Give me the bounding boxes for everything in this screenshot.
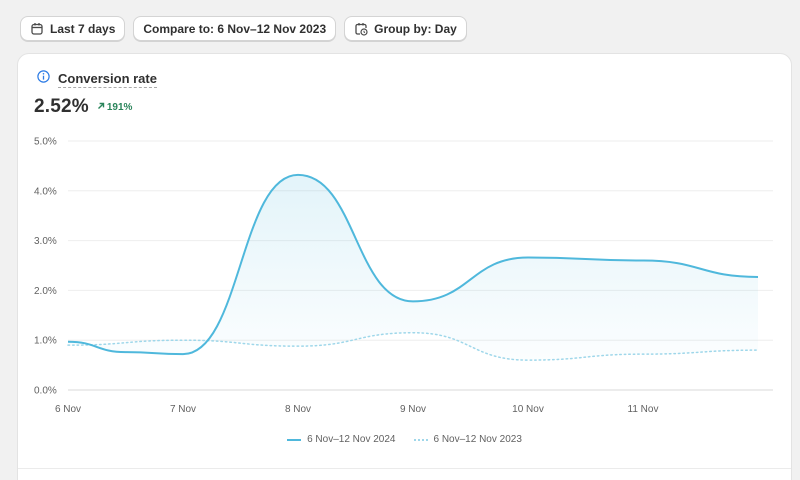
y-tick-label: 2.0% xyxy=(34,286,57,297)
date-range-label: Last 7 days xyxy=(50,21,116,36)
metric-change-badge: 191% xyxy=(97,101,133,113)
group-by-button[interactable]: Group by: Day xyxy=(344,16,467,41)
legend-swatch-dotted xyxy=(413,438,428,441)
conversion-rate-card: Conversion rate 2.52% 191% 0.0% 1.0% 2.0% 3… xyxy=(17,53,792,480)
arrow-up-right-icon xyxy=(97,102,105,113)
legend-label-current: 6 Nov–12 Nov 2024 xyxy=(307,434,396,445)
y-tick-label: 3.0% xyxy=(34,236,57,247)
group-by-label: Group by: Day xyxy=(374,21,457,36)
legend-swatch-solid xyxy=(287,438,302,441)
date-range-button[interactable]: Last 7 days xyxy=(20,16,126,41)
legend-item-previous[interactable]: 6 Nov–12 Nov 2023 xyxy=(413,434,522,445)
x-tick-label: 11 Nov xyxy=(628,404,659,415)
legend-item-current[interactable]: 6 Nov–12 Nov 2024 xyxy=(287,434,396,445)
y-tick-label: 4.0% xyxy=(34,186,57,197)
metric-value: 2.52% xyxy=(34,96,89,117)
compare-button[interactable]: Compare to: 6 Nov–12 Nov 2023 xyxy=(133,16,337,41)
legend-label-previous: 6 Nov–12 Nov 2023 xyxy=(433,434,522,445)
metric-header: Conversion rate xyxy=(37,70,157,88)
card-footer-divider xyxy=(18,468,791,469)
info-icon[interactable] xyxy=(37,70,50,88)
y-tick-label: 5.0% xyxy=(34,137,57,148)
x-tick-label: 9 Nov xyxy=(400,404,426,415)
series-line-previous xyxy=(67,331,759,361)
calendar-clock-icon xyxy=(354,22,368,36)
x-tick-label: 6 Nov xyxy=(55,404,81,415)
chart-legend: 6 Nov–12 Nov 2024 6 Nov–12 Nov 2023 xyxy=(18,434,791,445)
calendar-icon xyxy=(30,22,44,36)
metric-change-value: 191% xyxy=(106,101,133,113)
x-tick-label: 7 Nov xyxy=(170,404,196,415)
x-tick-label: 10 Nov xyxy=(512,404,544,415)
x-tick-label: 8 Nov xyxy=(285,404,311,415)
y-tick-label: 1.0% xyxy=(34,336,57,347)
compare-label: Compare to: 6 Nov–12 Nov 2023 xyxy=(143,21,327,36)
metric-title[interactable]: Conversion rate xyxy=(58,70,157,88)
metric-summary: 2.52% 191% xyxy=(34,96,132,118)
series-line-current xyxy=(67,173,759,356)
conversion-rate-chart[interactable]: 0.0% 1.0% 2.0% 3.0% 4.0% 5.0% 6 Nov 7 Nov 8 Nov 9… xyxy=(18,54,793,464)
report-toolbar: Last 7 days Compare to: 6 Nov–12 Nov 202… xyxy=(20,16,467,41)
series-area-fill xyxy=(68,174,758,361)
y-tick-label: 0.0% xyxy=(34,386,57,397)
